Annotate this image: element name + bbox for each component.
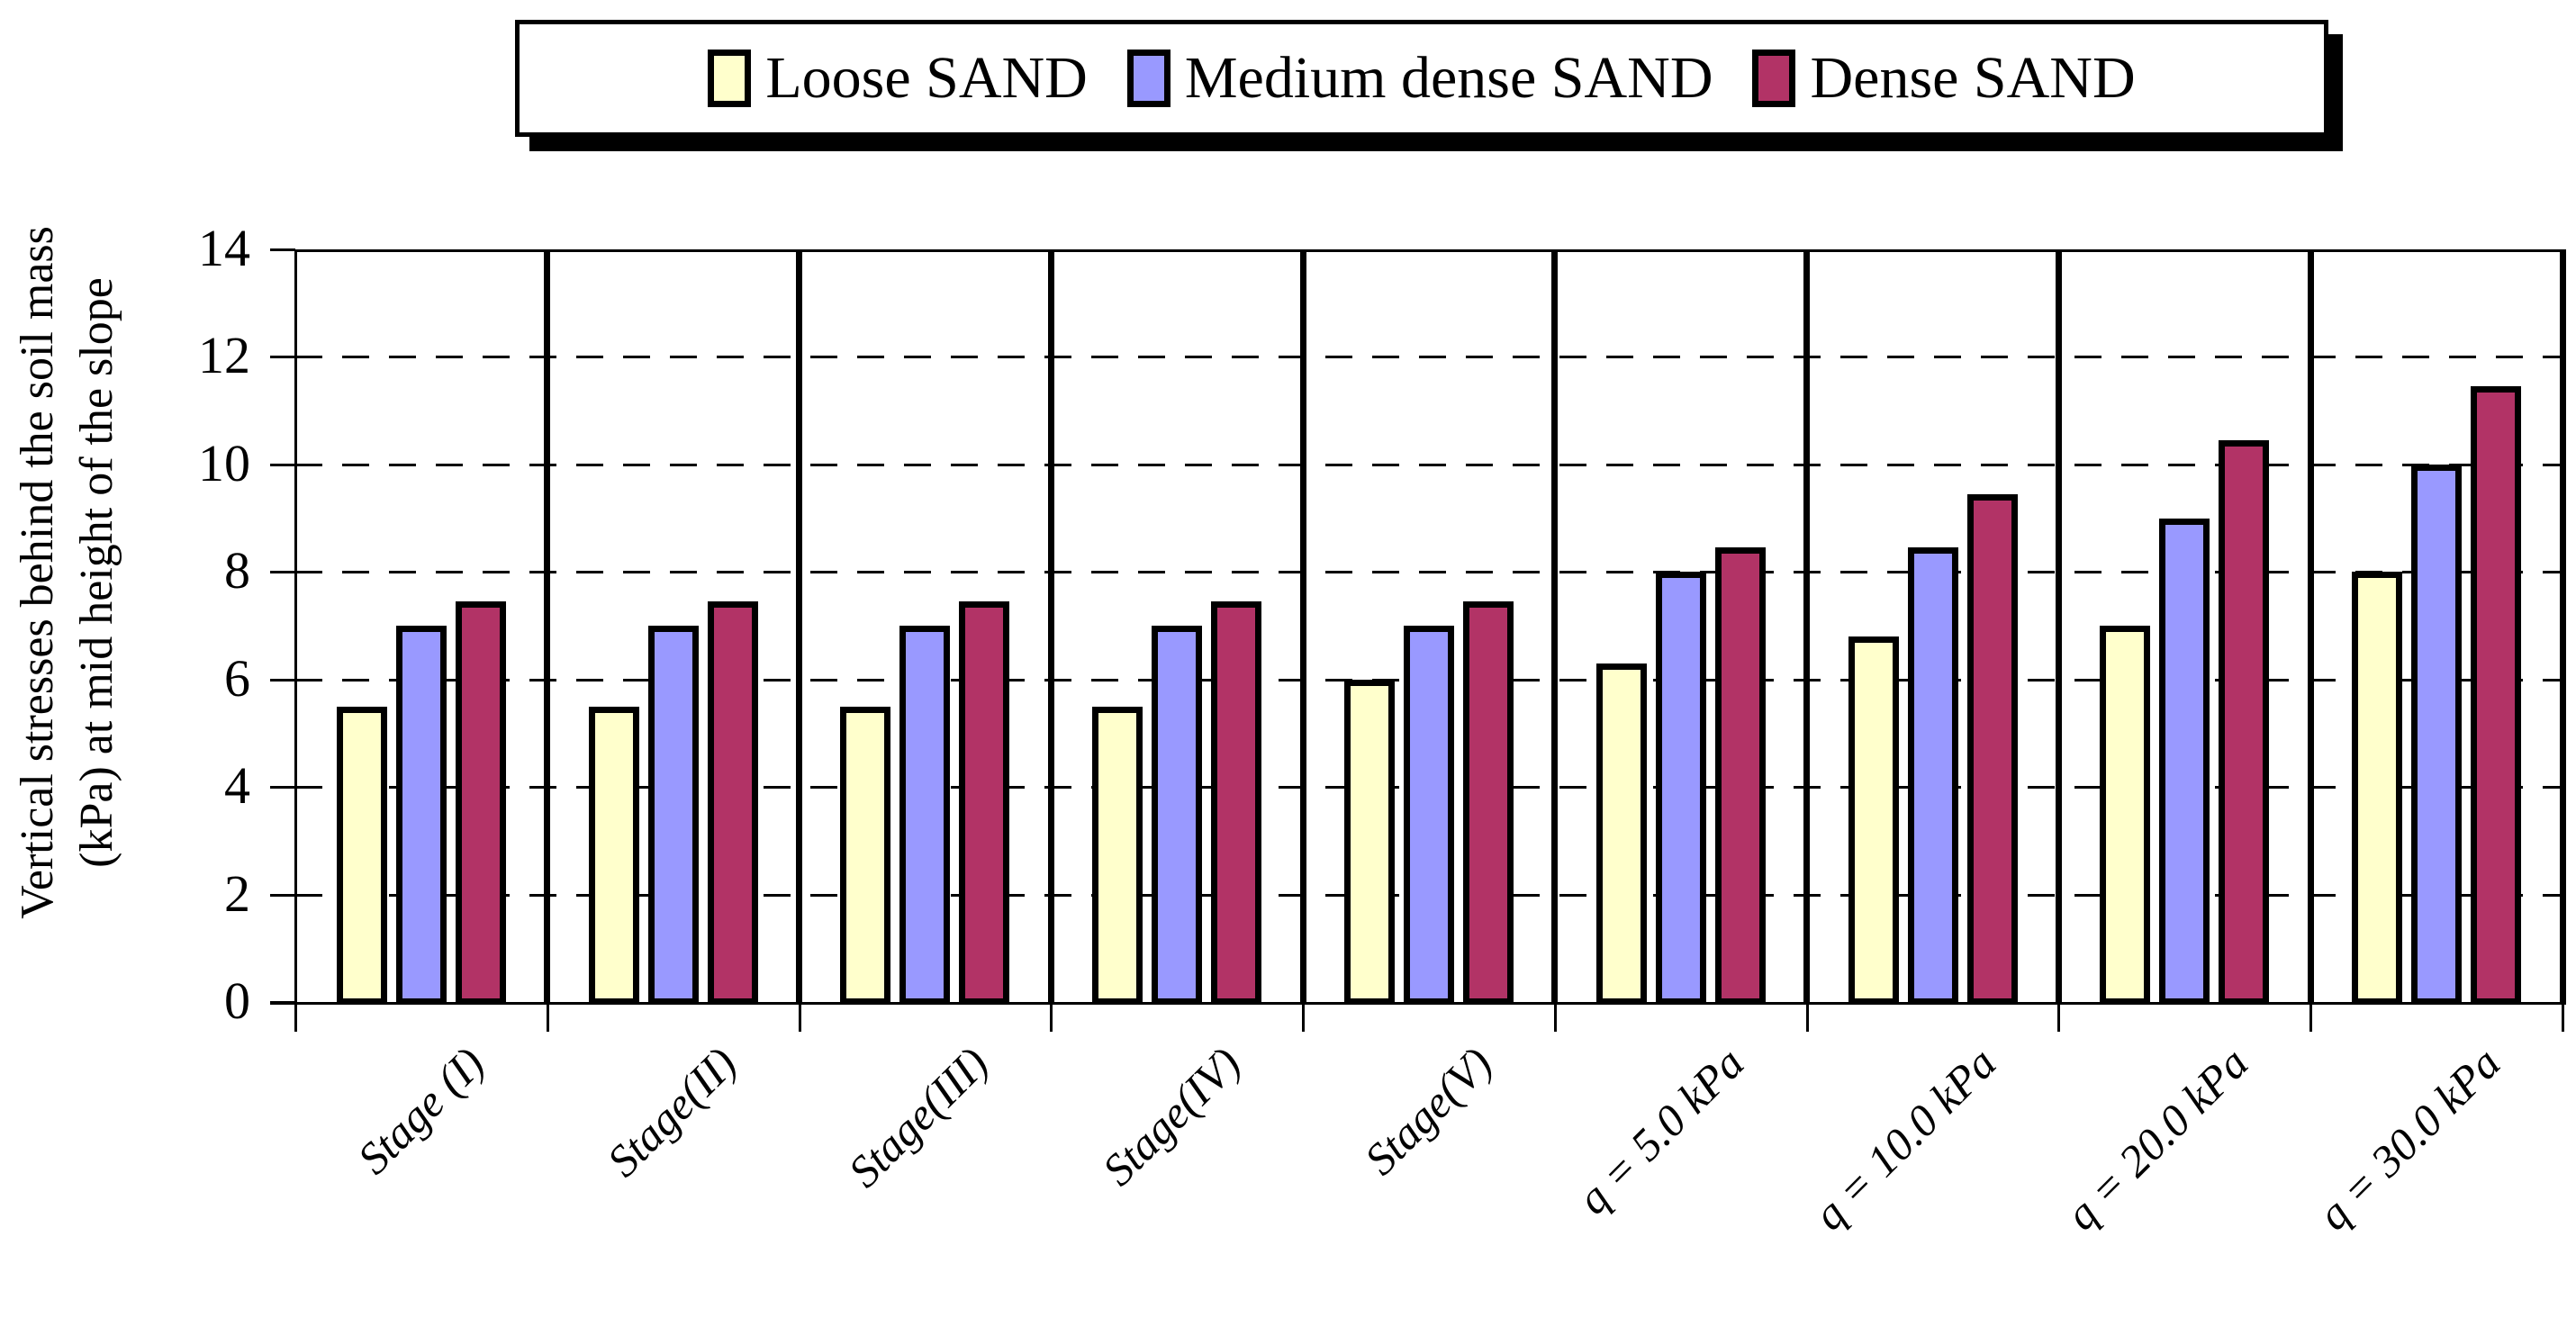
bar xyxy=(840,706,891,1005)
y-axis-tick-label: 12 xyxy=(198,326,250,385)
category-separator xyxy=(796,249,803,1005)
category-separator xyxy=(2055,249,2062,1005)
category-separator xyxy=(2307,249,2314,1005)
bar xyxy=(2411,464,2463,1005)
y-axis-tick xyxy=(270,678,295,682)
x-axis-label: q = 5.0 kPa xyxy=(1567,1037,1754,1224)
legend-item: Medium dense SAND xyxy=(1126,45,1713,111)
x-axis-label: Stage(IV) xyxy=(1092,1037,1251,1196)
x-axis-tick xyxy=(2309,1002,2313,1032)
category-separator xyxy=(1047,249,1054,1005)
category-separator xyxy=(1551,249,1559,1005)
y-axis-tick-label: 14 xyxy=(198,219,250,277)
x-axis-label: Stage(II) xyxy=(597,1037,746,1187)
bar xyxy=(455,601,506,1005)
bar xyxy=(1092,706,1143,1005)
bar xyxy=(1152,626,1203,1005)
bar xyxy=(707,601,758,1005)
y-axis-tick-label: 0 xyxy=(224,971,250,1030)
bar xyxy=(959,601,1010,1005)
bar xyxy=(2159,518,2210,1005)
y-axis-tick-label: 4 xyxy=(224,756,250,816)
x-axis-label: q = 30.0 kPa xyxy=(2307,1037,2510,1240)
y-axis-tick-label: 8 xyxy=(224,541,250,600)
x-axis-label: Stage(V) xyxy=(1354,1037,1502,1185)
legend-swatch-icon xyxy=(708,50,752,107)
bar xyxy=(588,706,639,1005)
legend-swatch-icon xyxy=(1126,50,1170,107)
plot-top-border xyxy=(295,249,2562,252)
x-axis-label: Stage(III) xyxy=(838,1037,999,1197)
bar xyxy=(2219,439,2270,1005)
legend-label: Dense SAND xyxy=(1810,45,2136,111)
y-axis-tick-label: 2 xyxy=(224,863,250,923)
y-axis-tick xyxy=(270,786,295,790)
bar xyxy=(1655,572,1706,1005)
x-axis-label: Stage (I) xyxy=(348,1037,494,1184)
category-separator xyxy=(2559,249,2566,1005)
category-separator xyxy=(1299,249,1306,1005)
bar xyxy=(2471,386,2522,1005)
y-axis-tick xyxy=(270,1001,295,1004)
x-axis-tick xyxy=(546,1002,549,1032)
bar xyxy=(395,626,447,1005)
bar xyxy=(2100,626,2151,1005)
bar xyxy=(1907,547,1958,1005)
y-axis-tick xyxy=(270,463,295,466)
x-axis-tick xyxy=(1050,1002,1053,1032)
x-axis-tick xyxy=(1805,1002,1809,1032)
bar xyxy=(1211,601,1262,1005)
gridline xyxy=(295,571,2562,574)
bar xyxy=(1848,636,1899,1005)
bar xyxy=(1595,663,1647,1005)
bar xyxy=(1344,679,1395,1005)
legend-item: Loose SAND xyxy=(708,49,1088,108)
x-axis-tick xyxy=(1553,1002,1557,1032)
x-axis-tick xyxy=(1302,1002,1306,1032)
y-axis-tick-label: 10 xyxy=(198,433,250,492)
legend-label: Loose SAND xyxy=(765,45,1088,111)
legend: Loose SAND Medium dense SAND Dense SAND xyxy=(515,20,2328,137)
legend-swatch-icon xyxy=(1752,50,1796,107)
bar xyxy=(1404,626,1454,1005)
bar xyxy=(1714,547,1766,1005)
bar xyxy=(899,626,951,1005)
y-axis-tick xyxy=(270,893,295,897)
category-separator xyxy=(544,249,551,1005)
legend-label: Medium dense SAND xyxy=(1184,45,1713,111)
gridline xyxy=(295,356,2562,359)
bar xyxy=(2352,572,2403,1005)
x-axis-tick xyxy=(294,1002,297,1032)
x-axis-tick xyxy=(798,1002,801,1032)
bar xyxy=(647,626,699,1005)
bar xyxy=(336,706,387,1005)
x-axis-tick xyxy=(2562,1002,2564,1032)
category-separator xyxy=(1803,249,1811,1005)
y-axis-tick-label: 6 xyxy=(224,648,250,708)
legend-item: Dense SAND xyxy=(1752,45,2136,111)
x-axis-line xyxy=(270,1002,2562,1005)
gridline xyxy=(295,463,2562,466)
y-axis-tick xyxy=(270,248,295,251)
y-axis-tick xyxy=(270,356,295,359)
bar xyxy=(1966,493,2018,1005)
y-axis-tick xyxy=(270,571,295,574)
x-axis-label: q = 10.0 kPa xyxy=(1803,1037,2006,1240)
bar xyxy=(1463,601,1514,1005)
x-axis-tick xyxy=(2057,1002,2061,1032)
y-axis-line xyxy=(294,249,297,1005)
x-axis-label: q = 20.0 kPa xyxy=(2055,1037,2258,1240)
